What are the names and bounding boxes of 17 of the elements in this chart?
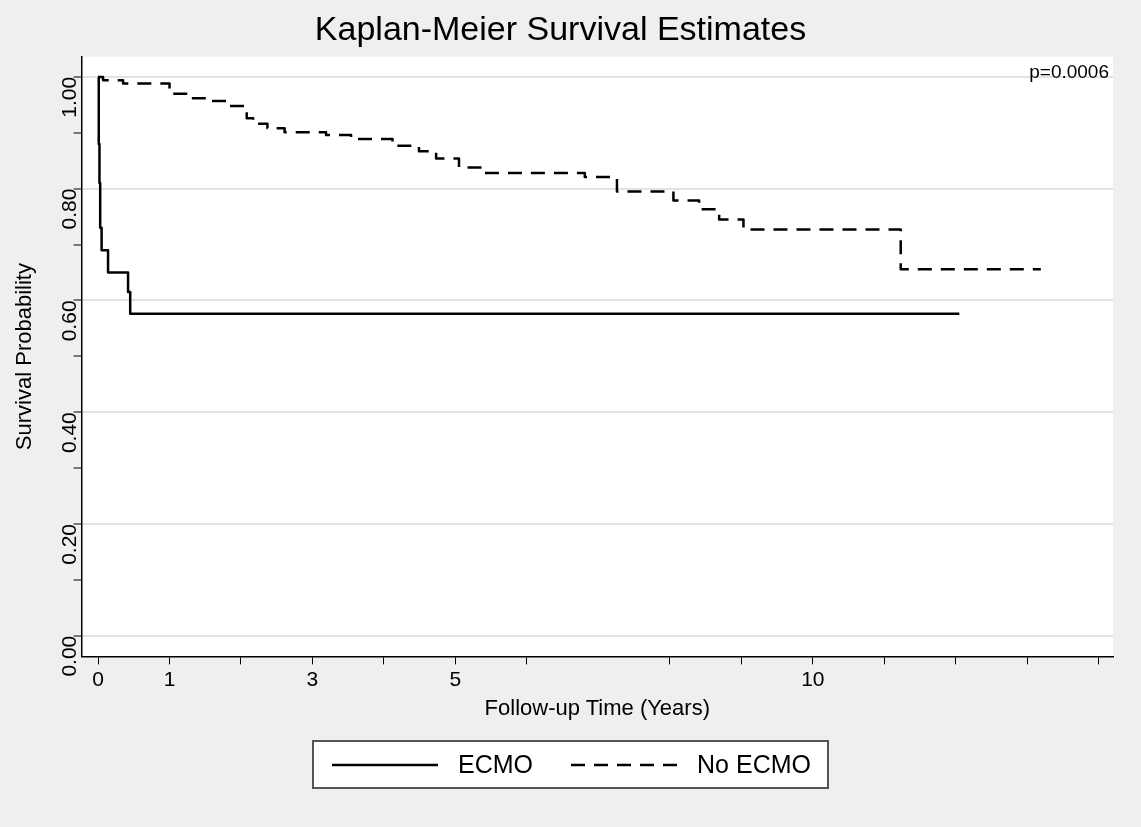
y-tick-label: 1.00 <box>57 76 81 118</box>
x-tick-label: 0 <box>92 666 104 690</box>
x-axis-title: Follow-up Time (Years) <box>484 694 710 720</box>
x-tick-label: 5 <box>449 666 462 690</box>
y-tick-label: 0.60 <box>57 300 81 342</box>
y-tick-label: 0.00 <box>57 635 81 677</box>
y-axis-title: Survival Probability <box>11 263 37 451</box>
x-tick-label: 3 <box>306 666 319 690</box>
chart-title: Kaplan-Meier Survival Estimates <box>314 8 807 47</box>
x-tick-label: 1 <box>163 666 176 690</box>
y-tick-label: 0.40 <box>57 412 81 454</box>
y-tick-label: 0.80 <box>57 188 81 230</box>
legend-label: No ECMO <box>697 750 811 779</box>
y-tick-label: 0.20 <box>57 523 81 565</box>
annotation: p=0.0006 <box>1029 60 1109 82</box>
legend-label: ECMO <box>458 750 534 779</box>
x-tick-label: 10 <box>801 666 825 690</box>
